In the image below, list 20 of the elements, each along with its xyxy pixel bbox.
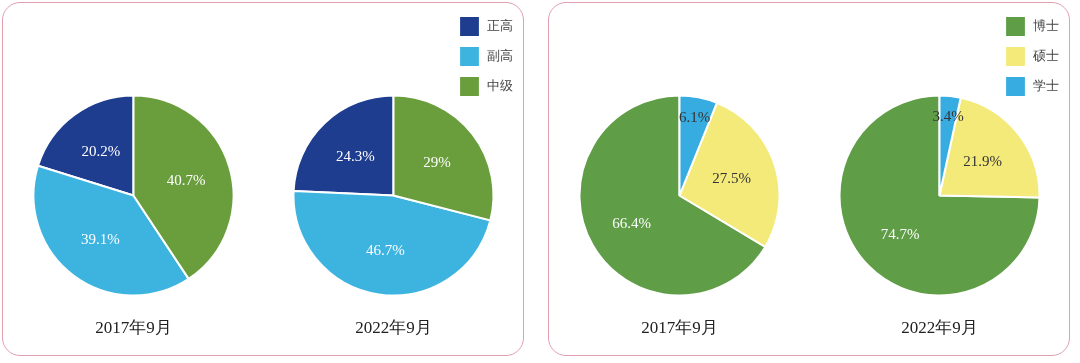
data-label: 27.5% — [712, 170, 752, 187]
legend-label: 副高 — [487, 47, 513, 65]
text: 2017年9月 — [95, 318, 172, 337]
legend-label: 正高 — [487, 17, 513, 35]
legend-label: 硕士 — [1033, 47, 1059, 65]
data-label: 40.7% — [166, 171, 206, 188]
data-label: 21.9% — [963, 153, 1003, 170]
data-label: 29% — [423, 153, 451, 170]
legend-label: 学士 — [1033, 77, 1059, 95]
text: 2022年9月 — [355, 318, 432, 337]
data-label: 20.2% — [81, 143, 121, 160]
data-label: 24.3% — [336, 147, 375, 164]
text: 2017年9月 — [641, 318, 718, 337]
legend-label: 博士 — [1033, 17, 1059, 35]
data-label: 39.1% — [81, 231, 120, 248]
data-label: 74.7% — [880, 226, 920, 243]
text: 2022年9月 — [901, 318, 978, 337]
legend-label: 中级 — [487, 77, 513, 95]
data-label: 46.7% — [366, 241, 405, 258]
data-label: 66.4% — [612, 214, 652, 231]
